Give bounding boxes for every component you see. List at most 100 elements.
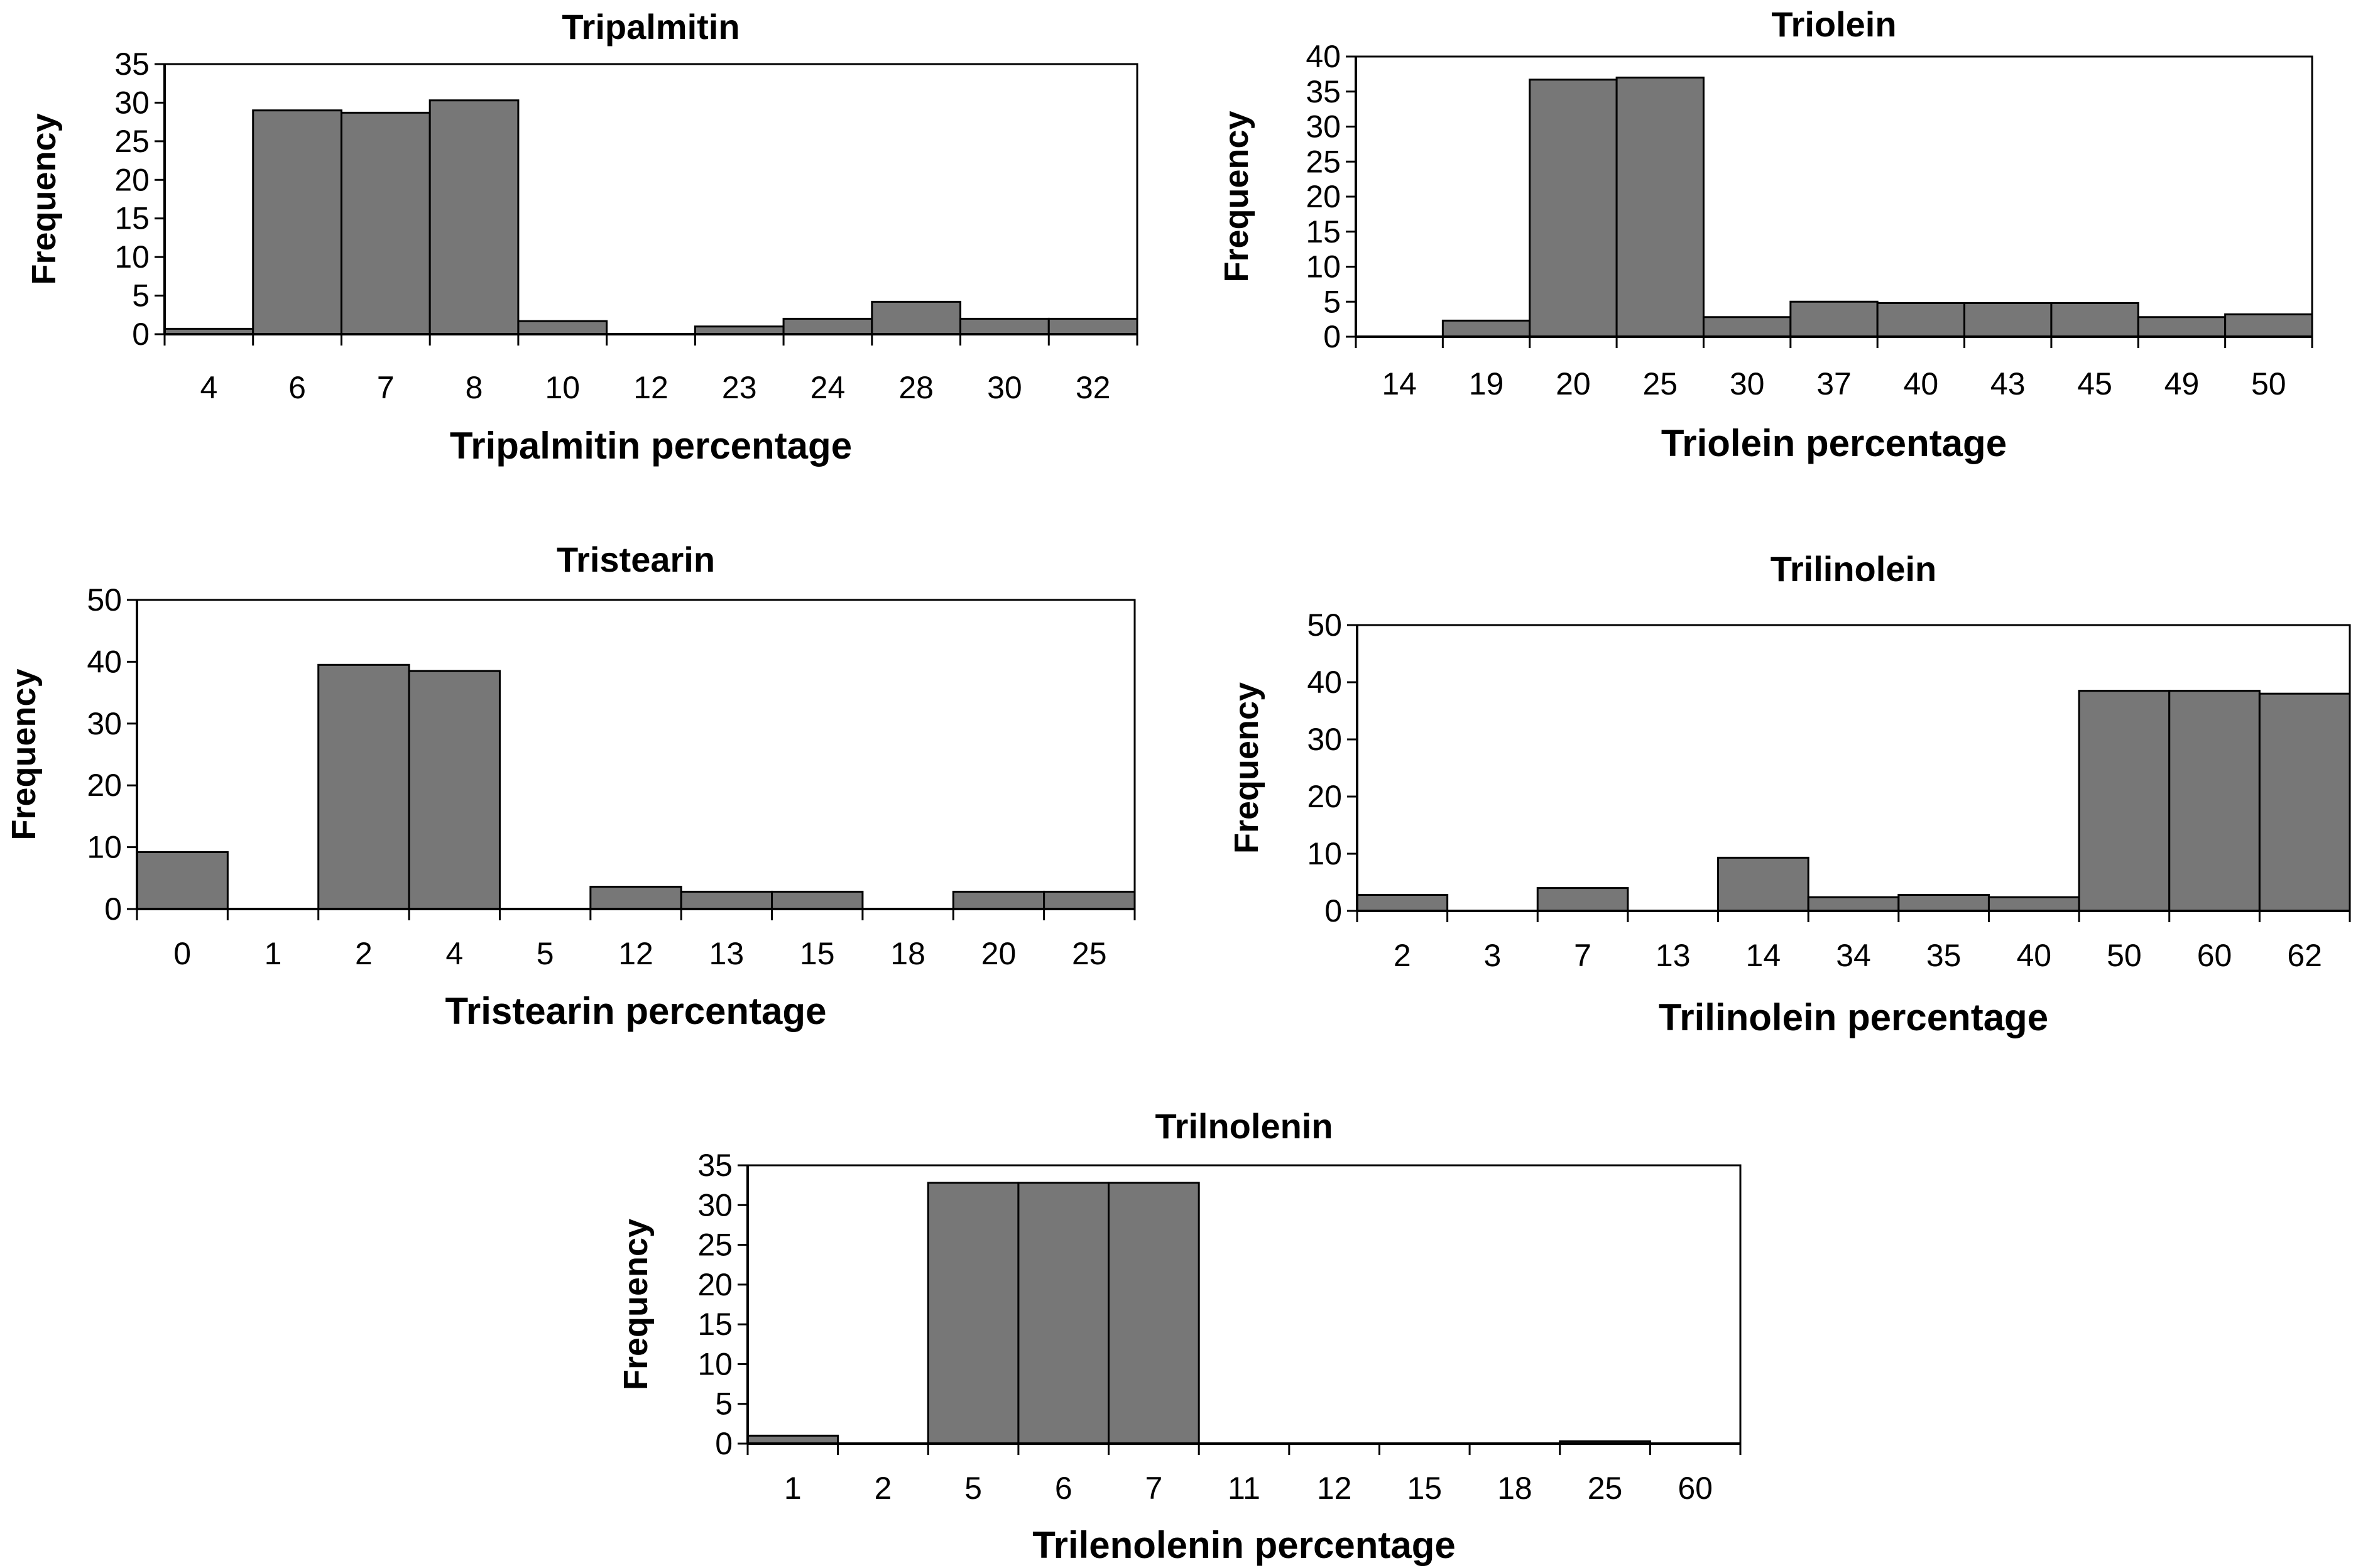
triolein-bar-40 bbox=[1876, 302, 1966, 338]
trilnolenin-y-tick-label: 5 bbox=[715, 1386, 733, 1422]
tripalmitin-x-tick-label: 12 bbox=[633, 370, 669, 405]
tripalmitin-x-tick-label: 24 bbox=[810, 370, 846, 405]
triolein-y-tick-label: 10 bbox=[1306, 249, 1341, 285]
trilinolein-y-tick-label: 20 bbox=[1307, 779, 1342, 814]
trilinolein-y-tick-label: 30 bbox=[1307, 722, 1342, 757]
trilnolenin-plot-frame bbox=[746, 1164, 1742, 1445]
trilnolenin-y-tick-label: 20 bbox=[697, 1267, 733, 1302]
tristearin-bar-4 bbox=[408, 670, 501, 910]
triolein-x-tick-label: 20 bbox=[1556, 366, 1591, 401]
tripalmitin-x-tick-label: 4 bbox=[200, 370, 217, 405]
trilnolenin-x-tick-label: 18 bbox=[1497, 1471, 1532, 1506]
tristearin-x-tick-label: 15 bbox=[800, 936, 835, 971]
tripalmitin-y-tick-label: 30 bbox=[114, 85, 150, 120]
tripalmitin-x-tick-label: 23 bbox=[722, 370, 757, 405]
triolein-y-tick-label: 35 bbox=[1306, 74, 1341, 109]
trilinolein-x-axis-label: Trilinolein percentage bbox=[1659, 996, 2048, 1038]
trilnolenin-x-tick-label: 11 bbox=[1228, 1471, 1260, 1506]
trilinolein-x-tick-label: 60 bbox=[2197, 938, 2232, 973]
tripalmitin-y-tick-label: 5 bbox=[132, 278, 150, 313]
trilnolenin-y-tick-label: 10 bbox=[697, 1346, 733, 1381]
trilinolein-x-tick-label: 35 bbox=[1926, 938, 1962, 973]
trilnolenin-y-tick-label: 0 bbox=[715, 1426, 733, 1461]
tristearin-x-axis-label: Tristearin percentage bbox=[445, 990, 827, 1032]
triolein-bar-30 bbox=[1702, 316, 1792, 338]
trilinolein-x-tick-label: 34 bbox=[1836, 938, 1871, 973]
trilinolein-x-tick-label: 50 bbox=[2107, 938, 2142, 973]
trilnolenin-x-axis-label: Trilenolenin percentage bbox=[1032, 1524, 1456, 1566]
tripalmitin-x-axis-label: Tripalmitin percentage bbox=[450, 425, 852, 467]
triolein-x-tick-label: 37 bbox=[1816, 366, 1852, 401]
tripalmitin-bar-10 bbox=[517, 320, 608, 335]
tristearin-y-axis-label: Frequency bbox=[5, 668, 43, 840]
tristearin-bar-13 bbox=[680, 890, 773, 910]
tripalmitin-bar-24 bbox=[782, 317, 873, 335]
tristearin-y-tick-label: 10 bbox=[87, 830, 122, 865]
tristearin-bar-2 bbox=[317, 663, 410, 910]
trilinolein-panel: Trilinolein 0 10 20 30 40 50 2 3 7 13 14 34 35 40 50 60 6… bbox=[1228, 549, 2351, 1038]
tripalmitin-x-tick-label: 7 bbox=[377, 370, 395, 405]
triolein-bar-45 bbox=[2050, 302, 2139, 338]
trilinolein-x-tick-label: 2 bbox=[1394, 938, 1411, 973]
tristearin-bar-15 bbox=[771, 890, 864, 910]
trilinolein-bar-62 bbox=[2258, 692, 2351, 912]
tristearin-chart-title: Tristearin bbox=[557, 540, 715, 579]
tripalmitin-y-tick-label: 0 bbox=[132, 317, 150, 352]
triolein-y-tick-label: 30 bbox=[1306, 109, 1341, 144]
trilinolein-y-tick-label: 0 bbox=[1324, 893, 1342, 928]
trilinolein-bar-40 bbox=[1987, 896, 2080, 912]
triolein-bar-25 bbox=[1615, 76, 1705, 338]
trilnolenin-x-tick-label: 15 bbox=[1407, 1471, 1442, 1506]
triolein-bar-50 bbox=[2224, 313, 2313, 338]
tripalmitin-bar-6 bbox=[252, 109, 342, 335]
tripalmitin-y-tick-label: 35 bbox=[114, 46, 150, 82]
triolein-plot-frame bbox=[1355, 55, 2313, 338]
triolein-y-tick-label: 25 bbox=[1306, 144, 1341, 179]
triolein-x-tick-label: 49 bbox=[2164, 366, 2200, 401]
trilnolenin-bar-7 bbox=[1108, 1182, 1200, 1445]
tripalmitin-x-tick-label: 6 bbox=[288, 370, 306, 405]
triolein-x-tick-label: 40 bbox=[1904, 366, 1939, 401]
tripalmitin-y-tick-label: 20 bbox=[114, 162, 150, 197]
trilnolenin-chart-title: Trilnolenin bbox=[1155, 1106, 1333, 1146]
trilnolenin-y-tick-label: 30 bbox=[697, 1187, 733, 1222]
trilinolein-bar-60 bbox=[2168, 690, 2261, 912]
tristearin-x-tick-label: 2 bbox=[355, 936, 373, 971]
triolein-bar-49 bbox=[2137, 316, 2227, 338]
trilinolein-y-axis-label: Frequency bbox=[1228, 682, 1265, 854]
triolein-y-tick-label: 5 bbox=[1323, 284, 1341, 319]
tristearin-x-tick-label: 25 bbox=[1072, 936, 1107, 971]
trilnolenin-bar-6 bbox=[1017, 1182, 1110, 1445]
trilnolenin-x-tick-label: 12 bbox=[1317, 1471, 1352, 1506]
tristearin-bar-25 bbox=[1043, 890, 1136, 910]
tripalmitin-y-tick-label: 10 bbox=[114, 239, 150, 275]
triolein-y-tick-label: 0 bbox=[1323, 319, 1341, 354]
triolein-bar-37 bbox=[1789, 300, 1879, 338]
trilnolenin-x-tick-label: 6 bbox=[1055, 1471, 1072, 1506]
trilnolenin-y-tick-label: 15 bbox=[697, 1307, 733, 1342]
trilinolein-bar-35 bbox=[1897, 894, 1990, 912]
trilinolein-chart-title: Trilinolein bbox=[1771, 549, 1936, 589]
trilnolenin-bar-5 bbox=[927, 1182, 1020, 1445]
triolein-y-tick-label: 20 bbox=[1306, 179, 1341, 214]
triolein-y-tick-label: 15 bbox=[1306, 214, 1341, 249]
trilnolenin-x-tick-label: 1 bbox=[784, 1471, 802, 1506]
trilinolein-x-tick-label: 40 bbox=[2016, 938, 2051, 973]
tripalmitin-bar-8 bbox=[428, 99, 520, 335]
trilinolein-y-tick-label: 40 bbox=[1307, 665, 1342, 700]
trilinolein-y-tick-label: 10 bbox=[1307, 836, 1342, 871]
triolein-x-axis-label: Triolein percentage bbox=[1661, 422, 2007, 464]
trilinolein-x-tick-label: 62 bbox=[2287, 938, 2322, 973]
tristearin-bar-12 bbox=[589, 886, 682, 910]
tripalmitin-x-tick-label: 8 bbox=[466, 370, 483, 405]
triolein-bar-19 bbox=[1441, 319, 1531, 338]
tripalmitin-bar-7 bbox=[340, 111, 431, 335]
trilnolenin-x-tick-label: 60 bbox=[1678, 1471, 1713, 1506]
trilnolenin-x-tick-label: 2 bbox=[875, 1471, 892, 1506]
tristearin-x-tick-label: 13 bbox=[709, 936, 745, 971]
triolein-y-axis-label: Frequency bbox=[1218, 111, 1255, 282]
triolein-x-tick-label: 25 bbox=[1642, 366, 1678, 401]
tristearin-x-tick-label: 18 bbox=[890, 936, 925, 971]
